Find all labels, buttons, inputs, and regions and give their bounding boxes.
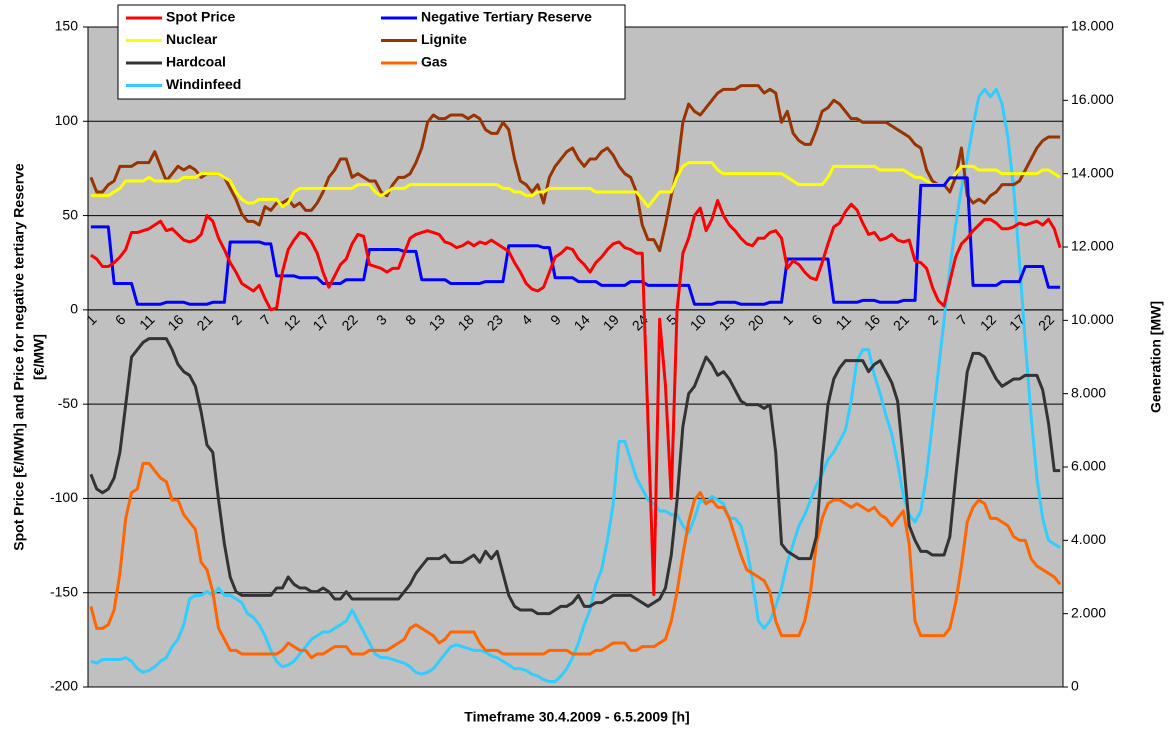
series-line: [90, 161, 1061, 209]
y-tick-label: -150: [50, 583, 78, 599]
series-line: [89, 84, 1061, 253]
series-line: [90, 87, 1061, 683]
x-axis-title: Timeframe 30.4.2009 - 6.5.2009 [h]: [464, 709, 689, 725]
y-tick-label: 150: [55, 18, 79, 34]
y-tick-label: -200: [50, 678, 78, 694]
y-tick-label: -50: [58, 395, 78, 411]
legend-label: Spot Price: [166, 9, 235, 25]
series-line: [89, 337, 1061, 616]
y2-tick-label: 4.000: [1071, 531, 1106, 547]
y-tick-label: 50: [62, 206, 78, 222]
y-tick-label: 0: [70, 301, 78, 317]
legend-label: Lignite: [421, 31, 467, 47]
y2-tick-label: 2.000: [1071, 604, 1106, 620]
series-line: [89, 461, 1062, 660]
legend-label: Nuclear: [166, 31, 218, 47]
y2-tick-label: 8.000: [1071, 384, 1106, 400]
y2-tick-label: 10.000: [1071, 311, 1114, 327]
y-axis-title: Spot Price [€/MWh] and Price for negativ…: [11, 163, 27, 551]
series-line: [90, 176, 1061, 306]
y2-tick-label: 12.000: [1071, 238, 1114, 254]
plot-area: [87, 26, 1064, 688]
y2-tick-label: 6.000: [1071, 458, 1106, 474]
y-tick-label: 100: [55, 112, 79, 128]
y2-tick-label: 18.000: [1071, 18, 1114, 34]
y2-tick-label: 14.000: [1071, 164, 1114, 180]
y-axis-title: [€/MW]: [31, 334, 47, 380]
legend-label: Gas: [421, 54, 448, 70]
series-line: [90, 198, 1062, 597]
y2-tick-label: 0: [1071, 678, 1079, 694]
y2-axis-title: Generation [MW]: [1148, 301, 1164, 413]
legend-box: [117, 4, 626, 100]
legend-label: Negative Tertiary Reserve: [421, 9, 592, 25]
y-tick-label: -100: [50, 489, 78, 505]
legend-label: Hardcoal: [166, 54, 226, 70]
legend-label: Windinfeed: [166, 76, 241, 92]
y2-tick-label: 16.000: [1071, 91, 1114, 107]
